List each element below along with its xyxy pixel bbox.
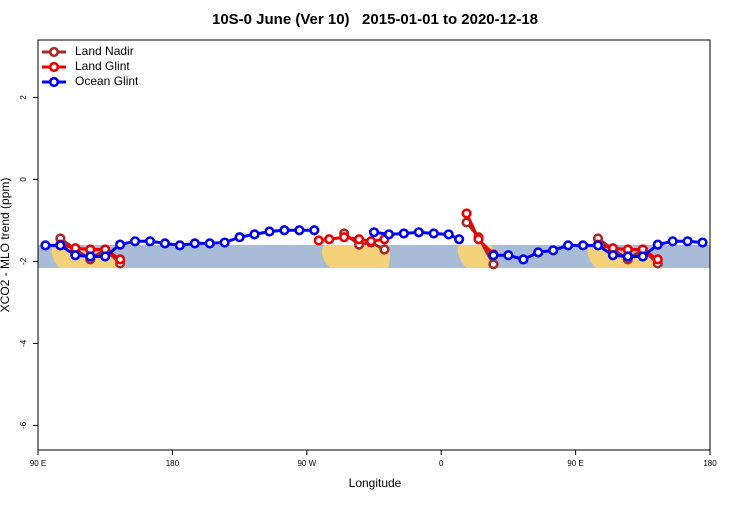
point <box>189 238 200 249</box>
point <box>592 240 604 251</box>
point <box>313 235 324 246</box>
point <box>488 250 499 261</box>
legend-marker <box>48 76 60 88</box>
y-tick-label: 2 <box>19 95 28 100</box>
point <box>563 240 574 251</box>
point <box>428 228 439 239</box>
point <box>667 236 678 247</box>
point <box>652 239 663 250</box>
plot-frame <box>37 39 711 451</box>
point <box>652 254 663 265</box>
x-axis-label: Longitude <box>349 476 402 490</box>
point <box>503 250 514 261</box>
y-tick-label: -6 <box>19 421 28 429</box>
point <box>413 227 424 238</box>
point <box>383 229 395 240</box>
point <box>144 236 156 247</box>
point <box>100 251 111 262</box>
x-tick-label: 180 <box>166 459 180 468</box>
legend-label: Land Glint <box>75 59 130 73</box>
point <box>115 254 126 265</box>
point <box>533 247 544 258</box>
point <box>454 234 465 245</box>
point <box>607 250 619 261</box>
point <box>622 251 633 262</box>
point <box>365 236 377 247</box>
point <box>339 232 350 243</box>
land-shape <box>322 245 390 268</box>
x-tick-label: 90 W <box>297 459 316 468</box>
point <box>85 251 96 262</box>
point <box>488 259 499 270</box>
point <box>398 228 409 239</box>
point <box>309 225 320 236</box>
point <box>473 234 484 245</box>
point <box>174 240 185 251</box>
land-shape <box>457 245 493 268</box>
point <box>548 245 559 256</box>
legend-marker <box>48 46 60 58</box>
point <box>249 229 260 240</box>
point <box>697 237 708 248</box>
point <box>219 237 230 248</box>
y-tick-label: -2 <box>19 257 28 265</box>
point <box>159 238 171 249</box>
point <box>637 251 648 262</box>
point <box>368 227 380 238</box>
x-tick-label: 180 <box>703 459 717 468</box>
point <box>70 250 81 261</box>
point <box>55 240 66 251</box>
point <box>204 238 215 249</box>
y-axis-label: XCO2 - MLO trend (ppm) <box>0 178 12 313</box>
point <box>40 240 51 251</box>
point <box>577 240 589 251</box>
point <box>294 225 305 236</box>
point <box>129 236 141 247</box>
point <box>115 239 126 250</box>
point <box>234 232 245 243</box>
legend-label: Land Nadir <box>75 44 134 58</box>
point <box>443 229 454 240</box>
legend-marker <box>48 61 60 73</box>
point <box>279 225 290 236</box>
point <box>264 226 275 237</box>
x-tick-label: 90 E <box>567 459 583 468</box>
point <box>324 234 335 245</box>
x-tick-label: 90 E <box>30 459 46 468</box>
point <box>682 236 693 247</box>
x-tick-label: 0 <box>439 459 444 468</box>
y-tick-label: 0 <box>19 177 28 182</box>
legend-label: Ocean Glint <box>75 74 139 88</box>
point <box>379 244 390 255</box>
point <box>461 208 472 219</box>
point <box>518 254 529 265</box>
y-tick-label: -4 <box>19 339 28 347</box>
chart-title: 10S-0 June (Ver 10) 2015-01-01 to 2020-1… <box>212 11 538 28</box>
point <box>353 234 365 245</box>
